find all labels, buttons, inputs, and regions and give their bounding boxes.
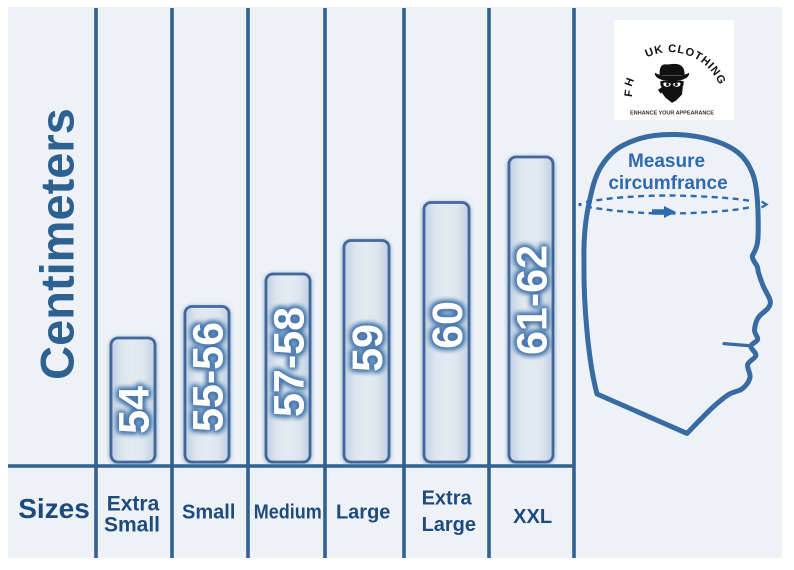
svg-text:55-56: 55-56: [185, 322, 233, 432]
svg-text:F: F: [623, 89, 636, 98]
svg-text:Extra: Extra: [422, 488, 473, 510]
svg-text:Sizes: Sizes: [18, 493, 90, 524]
svg-text:Extra: Extra: [107, 493, 160, 516]
svg-text:H: H: [623, 76, 637, 88]
svg-text:57-58: 57-58: [266, 307, 314, 417]
svg-text:Small: Small: [182, 502, 235, 524]
svg-text:XXL: XXL: [513, 506, 552, 528]
svg-text:Large: Large: [422, 514, 476, 536]
svg-text:60: 60: [424, 301, 472, 349]
svg-text:61-62: 61-62: [509, 245, 557, 355]
svg-text:Small: Small: [104, 514, 160, 537]
svg-text:circumfrance: circumfrance: [608, 173, 727, 194]
svg-text:ENHANCE YOUR APPEARANCE: ENHANCE YOUR APPEARANCE: [630, 111, 714, 117]
svg-text:Medium: Medium: [254, 502, 322, 524]
svg-text:Centimeters: Centimeters: [31, 108, 84, 380]
svg-text:Measure: Measure: [628, 151, 705, 172]
svg-text:54: 54: [111, 386, 159, 434]
svg-text:59: 59: [344, 324, 392, 372]
svg-text:Large: Large: [336, 502, 390, 524]
